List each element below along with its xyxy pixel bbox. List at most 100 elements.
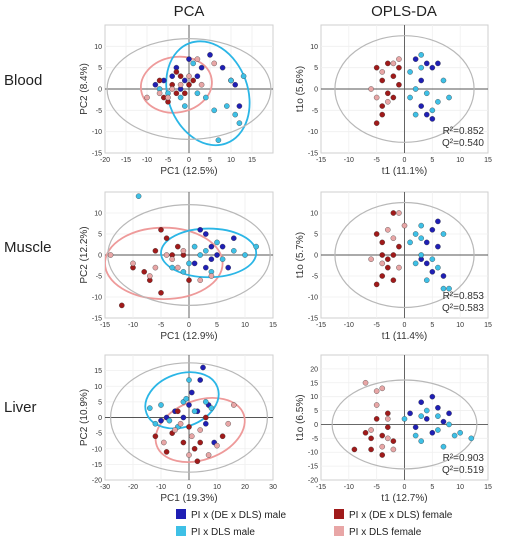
- y-tick-label: 0: [98, 87, 102, 94]
- x-tick-label: -5: [374, 484, 380, 491]
- data-point: [390, 210, 397, 216]
- data-point: [175, 243, 181, 250]
- data-point: [152, 264, 159, 271]
- blood-row-title: Blood: [4, 72, 42, 89]
- data-point: [236, 103, 243, 109]
- x-tick-label: -10: [156, 484, 166, 491]
- data-point: [418, 252, 424, 258]
- data-point: [446, 285, 452, 292]
- data-point: [385, 99, 391, 105]
- y-tick-label: -10: [308, 450, 318, 457]
- data-point: [446, 421, 452, 428]
- data-point: [373, 64, 380, 71]
- r2-value: R²=0.853: [443, 291, 485, 302]
- data-point: [435, 427, 441, 433]
- data-point: [231, 235, 237, 241]
- x-tick-label: 15: [248, 157, 256, 164]
- data-point: [440, 418, 447, 425]
- x-axis-label: PC1 (19.3%): [160, 493, 217, 504]
- data-point: [373, 388, 380, 394]
- data-point: [180, 439, 187, 446]
- y-tick-label: 5: [314, 65, 318, 72]
- data-point: [373, 231, 380, 237]
- data-point: [429, 227, 436, 233]
- data-point: [219, 433, 226, 440]
- y-tick-label: 10: [94, 384, 102, 391]
- x-tick-label: 0: [187, 157, 191, 164]
- data-point: [173, 90, 180, 97]
- data-point: [152, 248, 159, 254]
- y-tick-label: -10: [308, 129, 318, 136]
- y-tick-label: 0: [98, 253, 102, 260]
- x-tick-label: 10: [241, 322, 249, 329]
- data-point: [158, 402, 164, 408]
- data-point: [135, 193, 142, 199]
- data-point: [186, 424, 192, 430]
- data-point: [211, 107, 217, 114]
- y-tick-label: 0: [314, 422, 318, 429]
- data-point: [219, 243, 226, 250]
- data-point: [412, 56, 419, 62]
- data-point: [225, 420, 231, 427]
- data-point: [418, 52, 424, 58]
- data-point: [177, 81, 184, 88]
- y-tick-label: 10: [94, 44, 102, 51]
- hotelling-ellipse: [106, 38, 272, 140]
- plot-area: [321, 25, 488, 153]
- data-point: [175, 408, 181, 415]
- x-tick-label: 5: [215, 322, 219, 329]
- data-point: [194, 90, 201, 97]
- x-tick-label: 10: [456, 484, 464, 491]
- legend-swatch: [176, 509, 186, 519]
- data-point: [165, 94, 171, 101]
- data-point: [429, 64, 436, 71]
- x-tick-label: -5: [374, 157, 380, 164]
- data-point: [169, 73, 175, 79]
- y-axis-label: t1o (5.6%): [295, 66, 306, 112]
- data-point: [163, 449, 170, 455]
- data-point: [240, 73, 247, 79]
- x-tick-label: -20: [128, 484, 138, 491]
- opls-blood-panel: -15 -10 -5 0 5 10 15 -15 -10 -5 0 5 10 t1 (11.1%) t1o …: [295, 24, 492, 177]
- x-tick-label: -5: [158, 322, 164, 329]
- data-point: [385, 416, 391, 422]
- data-point: [186, 56, 192, 62]
- data-point: [440, 231, 447, 237]
- data-point: [208, 256, 215, 262]
- data-point: [197, 277, 203, 283]
- legend-label: PI x (DE x DLS) female: [349, 510, 453, 521]
- data-point: [418, 399, 424, 405]
- data-point: [172, 427, 178, 433]
- legend-label: PI x (DE x DLS) male: [191, 510, 286, 521]
- data-point: [203, 248, 209, 254]
- data-point: [194, 73, 201, 79]
- data-point: [412, 86, 419, 92]
- data-point: [379, 239, 386, 246]
- data-point: [396, 64, 402, 71]
- x-tick-label: -10: [344, 484, 354, 491]
- y-tick-label: 5: [98, 232, 102, 239]
- data-point: [173, 69, 180, 75]
- x-tick-label: -10: [128, 322, 138, 329]
- group-ellipse: [160, 227, 258, 279]
- data-point: [412, 432, 419, 439]
- data-point: [141, 269, 147, 275]
- data-point: [182, 77, 188, 84]
- data-point: [214, 252, 220, 258]
- data-point: [161, 439, 167, 446]
- data-point: [368, 435, 374, 442]
- data-point: [401, 416, 408, 422]
- data-point: [177, 420, 184, 427]
- data-point: [385, 435, 391, 442]
- data-point: [197, 427, 203, 433]
- x-tick-label: 10: [456, 322, 464, 329]
- data-point: [180, 414, 187, 421]
- data-point: [379, 252, 386, 258]
- y-tick-label: 10: [310, 211, 318, 218]
- data-point: [182, 90, 188, 97]
- x-axis-label: t1 (12.7%): [381, 493, 427, 504]
- data-point: [418, 438, 424, 444]
- legend-swatch: [334, 509, 344, 519]
- data-point: [198, 64, 205, 71]
